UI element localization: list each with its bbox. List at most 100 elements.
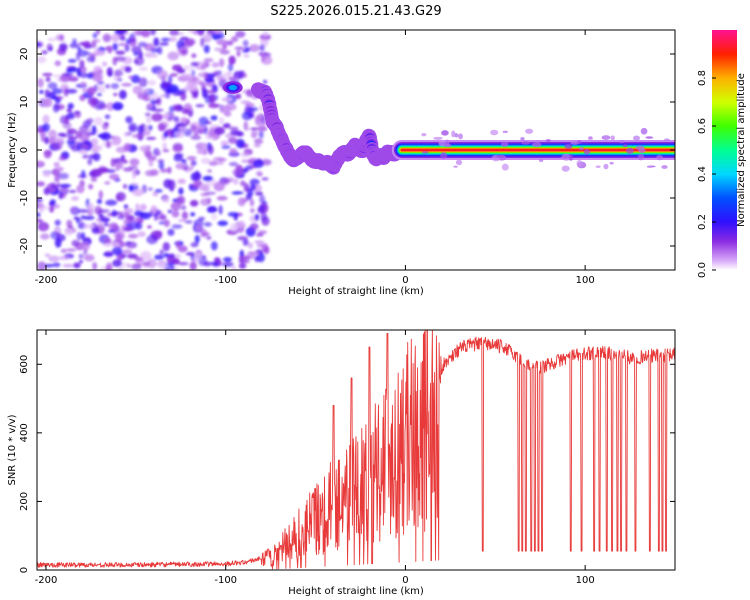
noise-speckle <box>100 132 112 141</box>
noise-speckle <box>208 94 216 104</box>
noise-speckle <box>54 60 62 67</box>
noise-speckle <box>249 222 259 231</box>
noise-speckle <box>184 220 193 224</box>
spectrogram-y-tick-label: 10 <box>19 96 30 109</box>
noise-speckle <box>108 222 119 231</box>
noise-speckle <box>221 97 233 102</box>
sideband-speckle <box>576 160 583 167</box>
spectrogram-x-tick-label: -200 <box>35 275 58 286</box>
noise-speckle <box>96 92 103 96</box>
noise-speckle <box>194 170 200 179</box>
noise-speckle <box>43 187 51 196</box>
noise-speckle <box>229 223 239 232</box>
sideband-speckle <box>560 156 569 159</box>
noise-speckle <box>226 40 234 46</box>
noise-speckle <box>107 45 113 54</box>
noise-speckle <box>190 61 200 67</box>
noise-speckle <box>140 30 151 38</box>
sideband-speckle <box>610 135 615 141</box>
noise-speckle <box>155 99 161 104</box>
noise-speckle <box>148 187 153 191</box>
noise-speckle <box>198 256 208 266</box>
noise-speckle <box>56 166 64 172</box>
sideband-speckle <box>532 142 542 148</box>
noise-speckle <box>254 255 260 263</box>
noise-speckle <box>43 98 53 108</box>
noise-speckle <box>123 131 130 138</box>
colorbar-tick-label: 0.4 <box>697 166 708 182</box>
noise-speckle <box>218 58 225 68</box>
noise-speckle <box>82 154 89 159</box>
sideband-speckle <box>502 130 508 133</box>
noise-speckle <box>45 76 51 82</box>
noise-speckle <box>87 97 99 106</box>
noise-speckle <box>219 105 231 114</box>
snr-y-tick-label: 200 <box>19 492 30 511</box>
noise-speckle <box>203 222 212 227</box>
noise-speckle <box>175 162 185 170</box>
noise-speckle <box>185 252 195 256</box>
noise-speckle <box>59 42 68 52</box>
noise-speckle <box>94 205 102 215</box>
noise-speckle <box>138 51 143 59</box>
colorbar-bar <box>712 30 737 270</box>
noise-speckle <box>44 253 51 258</box>
noise-speckle <box>159 42 169 46</box>
noise-speckle <box>167 51 180 61</box>
noise-speckle <box>76 184 85 194</box>
noise-speckle <box>37 261 47 270</box>
noise-speckle <box>244 47 251 52</box>
noise-speckle <box>167 166 172 174</box>
spectrogram-signal-track <box>223 81 675 175</box>
noise-speckle <box>113 92 118 97</box>
noise-speckle <box>139 251 152 261</box>
noise-speckle <box>175 240 180 249</box>
sideband-speckle <box>545 139 551 143</box>
noise-speckle <box>41 50 48 55</box>
noise-speckle <box>59 34 65 41</box>
noise-speckle <box>190 124 197 132</box>
noise-speckle <box>219 49 230 55</box>
sideband-speckle <box>521 141 531 145</box>
noise-speckle <box>122 167 134 172</box>
noise-speckle <box>181 159 187 164</box>
snr-x-axis-label: Height of straight line (km) <box>288 586 424 597</box>
noise-speckle <box>216 158 227 162</box>
noise-speckle <box>149 169 159 176</box>
noise-speckle <box>77 46 82 52</box>
noise-speckle <box>222 262 234 268</box>
noise-speckle <box>78 259 84 264</box>
noise-speckle <box>87 72 94 79</box>
noise-speckle <box>130 42 137 47</box>
noise-speckle <box>200 64 207 70</box>
noise-speckle <box>136 30 142 36</box>
noise-speckle <box>132 188 144 197</box>
noise-speckle <box>137 41 148 48</box>
sideband-speckle <box>645 136 654 139</box>
noise-speckle <box>229 126 239 131</box>
noise-speckle <box>189 199 199 207</box>
noise-speckle <box>191 160 197 166</box>
noise-speckle <box>93 38 101 43</box>
noise-speckle <box>38 205 45 213</box>
sideband-speckle <box>637 153 645 161</box>
noise-speckle <box>194 253 203 260</box>
sideband-speckle <box>609 161 614 165</box>
noise-speckle <box>80 170 86 179</box>
noise-speckle <box>103 222 110 227</box>
noise-speckle <box>219 117 224 125</box>
sideband-speckle <box>433 136 443 140</box>
noise-speckle <box>127 264 132 268</box>
sideband-speckle <box>501 163 509 171</box>
noise-speckle <box>82 40 92 49</box>
noise-speckle <box>104 83 111 89</box>
noise-speckle <box>146 102 154 109</box>
noise-speckle <box>238 262 247 269</box>
noise-speckle <box>49 205 55 213</box>
noise-speckle <box>181 205 187 211</box>
noise-speckle <box>206 89 216 94</box>
noise-speckle <box>231 266 237 270</box>
colorbar: 0.0 0.2 0.4 0.6 0.8 Normalized spectral ampl… <box>697 30 747 278</box>
noise-speckle <box>130 182 140 186</box>
